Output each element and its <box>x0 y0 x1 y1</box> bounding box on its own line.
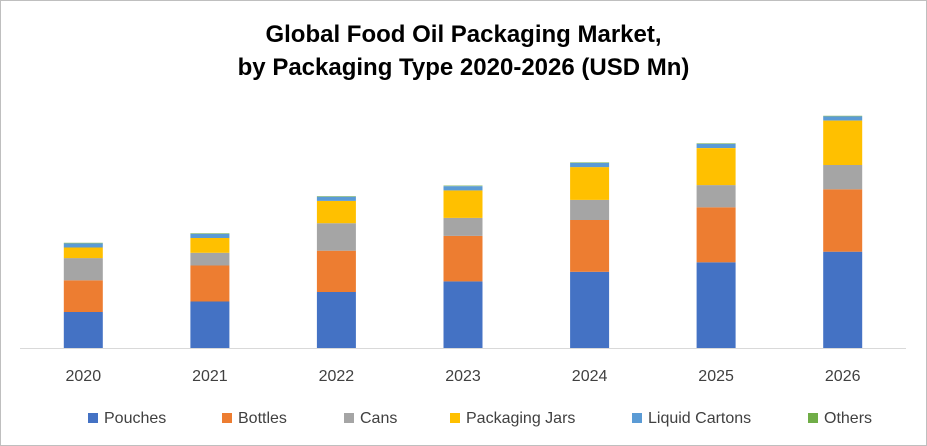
bar-segment-liquid-cartons-2026 <box>823 116 863 121</box>
bar-segment-packaging-jars-2022 <box>316 201 356 224</box>
bar-segment-pouches-2026 <box>823 251 863 348</box>
legend-swatch-liquid-cartons <box>632 413 642 423</box>
bar-segment-cans-2020 <box>63 258 103 281</box>
legend-item-others: Others <box>808 410 872 428</box>
x-tick-label-2022: 2022 <box>319 368 355 385</box>
legend-item-liquid-cartons: Liquid Cartons <box>632 410 751 428</box>
legend-swatch-others <box>808 413 818 423</box>
chart-title-line-2: by Packaging Type 2020-2026 (USD Mn) <box>237 54 690 81</box>
bar-segment-liquid-cartons-2025 <box>696 143 736 148</box>
bar-segment-pouches-2022 <box>316 291 356 348</box>
legend-label: Packaging Jars <box>466 410 576 427</box>
bar-segment-others-2022 <box>316 196 356 197</box>
bar-segment-cans-2026 <box>823 165 863 190</box>
chart-title-line-1: Global Food Oil Packaging Market, <box>265 21 662 48</box>
bar-segment-packaging-jars-2026 <box>823 120 863 165</box>
bar-segment-liquid-cartons-2024 <box>570 162 610 168</box>
legend-swatch-packaging-jars <box>450 413 460 423</box>
bar-segment-others-2025 <box>696 143 736 144</box>
bar-segment-cans-2025 <box>696 185 736 208</box>
x-tick-label-2021: 2021 <box>192 368 228 385</box>
bar-segment-others-2026 <box>823 115 863 117</box>
bar-segment-pouches-2023 <box>443 281 483 348</box>
chart-legend: Pouches Bottles Cans Packaging Jars Liquid C… <box>0 408 927 432</box>
bar-segment-cans-2022 <box>316 223 356 251</box>
bar-segment-pouches-2025 <box>696 262 736 348</box>
bar-segment-pouches-2024 <box>570 271 610 348</box>
bar-segment-others-2023 <box>443 185 483 187</box>
legend-item-packaging-jars: Packaging Jars <box>450 410 575 428</box>
legend-swatch-bottles <box>222 413 232 423</box>
legend-item-pouches: Pouches <box>88 410 166 428</box>
bar-segment-packaging-jars-2020 <box>63 247 103 259</box>
legend-item-bottles: Bottles <box>222 410 287 428</box>
legend-label: Pouches <box>104 410 167 427</box>
bar-segment-others-2021 <box>190 233 230 234</box>
bar-segment-liquid-cartons-2020 <box>63 243 103 248</box>
bar-segment-bottles-2021 <box>190 265 230 302</box>
legend-swatch-pouches <box>88 413 98 423</box>
bar-segment-bottles-2025 <box>696 207 736 263</box>
legend-label: Cans <box>360 410 398 427</box>
legend-label: Bottles <box>238 410 287 427</box>
x-tick-label-2020: 2020 <box>66 368 102 385</box>
x-tick-label-2025: 2025 <box>698 368 734 385</box>
legend-item-cans: Cans <box>344 410 397 428</box>
bar-segment-others-2024 <box>570 162 610 163</box>
bar-segment-liquid-cartons-2021 <box>190 233 230 238</box>
bar-segment-bottles-2026 <box>823 189 863 252</box>
bar-segment-cans-2024 <box>570 199 610 220</box>
bar-segment-packaging-jars-2023 <box>443 190 483 218</box>
bar-segment-packaging-jars-2024 <box>570 167 610 200</box>
bar-segment-bottles-2023 <box>443 235 483 282</box>
bar-segment-pouches-2020 <box>63 312 103 348</box>
bar-segment-packaging-jars-2025 <box>696 148 736 186</box>
x-tick-label-2024: 2024 <box>572 368 608 385</box>
bar-segment-bottles-2024 <box>570 220 610 272</box>
bar-segment-cans-2023 <box>443 217 483 236</box>
bar-segment-liquid-cartons-2023 <box>443 186 483 191</box>
x-tick-label-2026: 2026 <box>825 368 861 385</box>
bar-segment-bottles-2022 <box>316 250 356 292</box>
legend-label: Liquid Cartons <box>648 410 752 427</box>
bar-segment-cans-2021 <box>190 252 230 266</box>
legend-label: Others <box>824 410 873 427</box>
bar-segment-liquid-cartons-2022 <box>316 196 356 201</box>
bar-segment-pouches-2021 <box>190 301 230 348</box>
chart-title: Global Food Oil Packaging Market, by Pac… <box>0 18 927 84</box>
bar-segment-packaging-jars-2021 <box>190 238 230 253</box>
bar-segment-others-2020 <box>63 242 103 244</box>
bar-segment-bottles-2020 <box>63 280 103 312</box>
legend-swatch-cans <box>344 413 354 423</box>
x-tick-label-2023: 2023 <box>445 368 481 385</box>
